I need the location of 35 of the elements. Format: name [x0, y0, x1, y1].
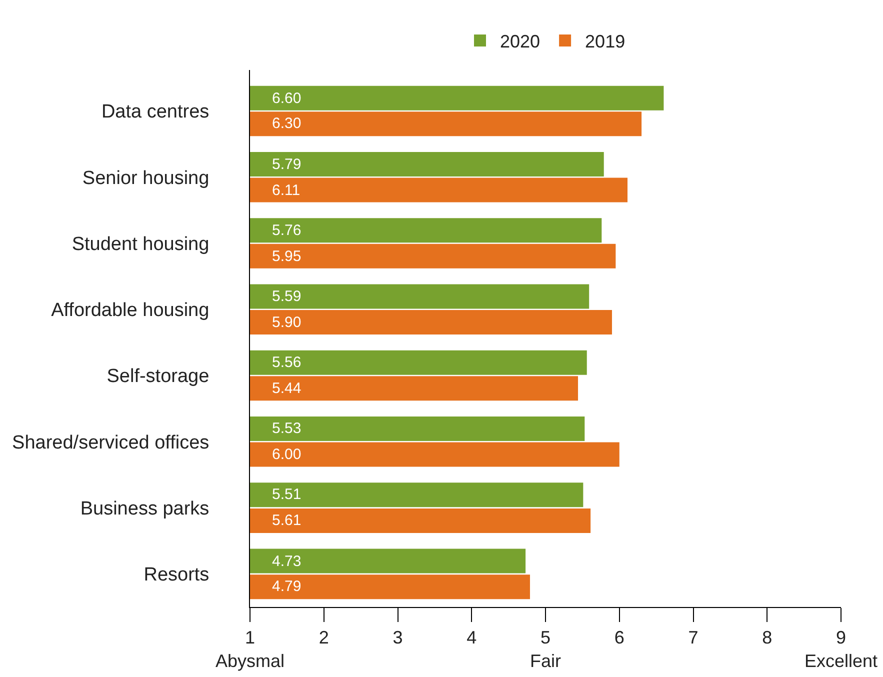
data-label: 6.00 — [272, 446, 302, 463]
data-label: 5.76 — [272, 222, 302, 239]
x-tick-label: 8 — [762, 628, 772, 648]
x-tick-label: 5 Fair — [530, 628, 562, 671]
data-label: 6.30 — [272, 115, 302, 132]
y-tick-label: Student housing — [72, 234, 210, 255]
data-label: 5.51 — [272, 486, 302, 503]
legend-label: 2019 — [585, 31, 626, 52]
data-label: 5.90 — [272, 314, 302, 331]
data-label: 5.56 — [272, 354, 302, 371]
data-label: 4.73 — [272, 553, 302, 570]
x-tick-label: 9 Excellent — [804, 628, 878, 671]
y-tick-label: Business parks — [80, 498, 210, 520]
y-tick-label: Resorts — [144, 564, 210, 586]
x-tick-label: 1 Abysmal — [215, 628, 285, 671]
data-label: 6.60 — [272, 90, 302, 107]
data-label: 5.53 — [272, 420, 302, 437]
data-label: 5.59 — [272, 288, 302, 305]
x-tick-label: 2 — [318, 628, 329, 648]
x-tick-label: 6 — [614, 628, 624, 648]
x-tick-label: 7 — [688, 628, 698, 648]
data-label: 5.61 — [272, 512, 302, 529]
data-label: 5.44 — [272, 380, 302, 397]
legend-label: 2020 — [500, 31, 540, 52]
x-tick-label: 3 — [392, 628, 403, 648]
x-tick-label: 4 — [466, 628, 477, 648]
y-tick-label: Affordable housing — [51, 300, 210, 322]
data-label: 6.11 — [272, 182, 300, 199]
y-tick-label: Senior housing — [82, 168, 210, 189]
data-label: 5.95 — [272, 248, 302, 265]
y-tick-label: Self-storage — [106, 366, 210, 388]
data-label: 4.79 — [272, 578, 302, 595]
data-label: 5.79 — [272, 156, 302, 173]
y-tick-label: Shared/serviced offices — [12, 432, 210, 454]
y-tick-label: Data centres — [101, 102, 210, 123]
